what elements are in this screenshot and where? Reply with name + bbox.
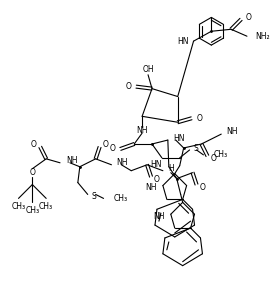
- Text: HN: HN: [150, 160, 162, 169]
- Text: NH: NH: [136, 126, 148, 135]
- Text: O: O: [246, 13, 252, 22]
- Text: O: O: [154, 175, 160, 184]
- Text: O: O: [109, 144, 115, 153]
- Text: H: H: [168, 164, 174, 173]
- Text: CH₃: CH₃: [39, 202, 53, 211]
- Text: NH: NH: [146, 183, 157, 192]
- Text: CH₃: CH₃: [114, 194, 127, 203]
- Text: CH₃: CH₃: [11, 202, 26, 211]
- Text: O: O: [30, 140, 36, 149]
- Text: HN: HN: [173, 134, 184, 142]
- Text: NH: NH: [153, 212, 165, 221]
- Text: S: S: [92, 192, 96, 201]
- Text: NH₂: NH₂: [255, 32, 269, 41]
- Text: O: O: [197, 114, 202, 123]
- Text: O: O: [125, 82, 131, 91]
- Text: O: O: [210, 154, 216, 163]
- Text: O: O: [29, 168, 35, 177]
- Text: NH: NH: [116, 158, 128, 167]
- Text: S: S: [194, 144, 198, 153]
- Text: O: O: [103, 140, 108, 149]
- Text: CH₃: CH₃: [25, 206, 39, 215]
- Text: OH: OH: [142, 65, 154, 74]
- Text: O: O: [200, 183, 205, 192]
- Text: CH₃: CH₃: [213, 150, 227, 160]
- Text: HN: HN: [177, 37, 189, 46]
- Text: NH: NH: [226, 127, 238, 136]
- Text: NH: NH: [66, 156, 78, 165]
